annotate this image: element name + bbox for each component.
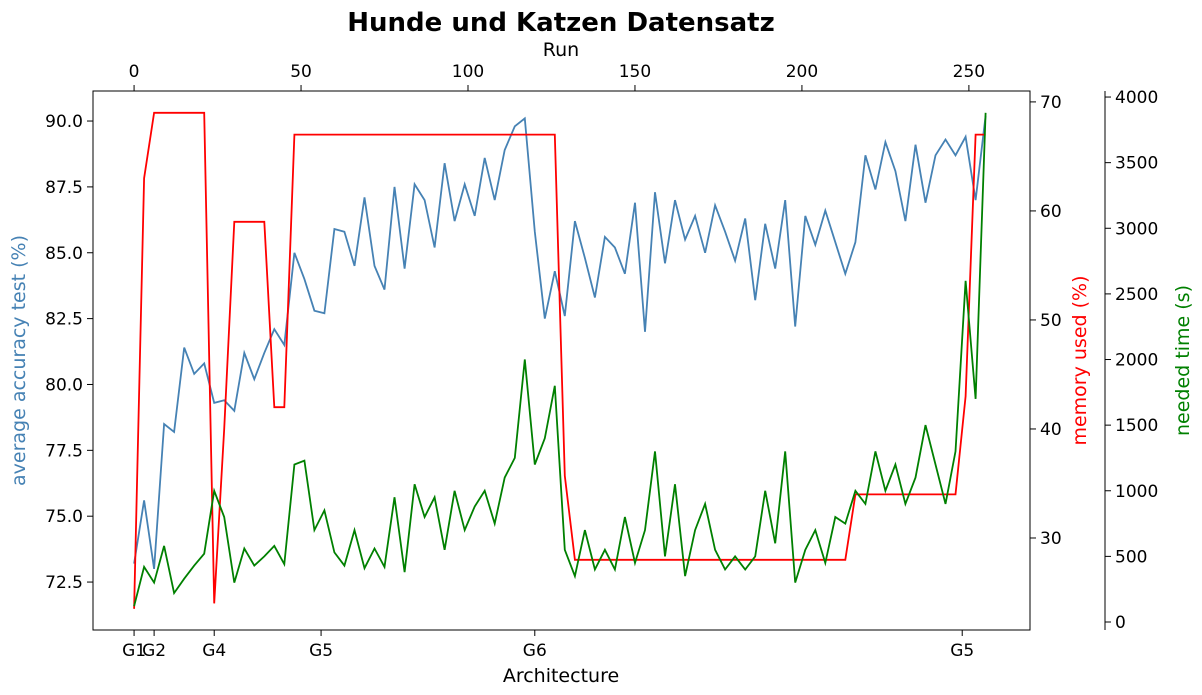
y3-tick-label: 0 (1115, 613, 1126, 633)
x-tick-label: G5 (950, 641, 974, 661)
y-tick-label: 80.0 (45, 375, 83, 395)
y-tick-label: 82.5 (45, 310, 83, 330)
y3-tick-label: 2000 (1115, 351, 1158, 371)
y3-label: needed time (s) (1172, 285, 1194, 436)
y3-tick-label: 4000 (1115, 88, 1158, 108)
series-line (133, 111, 986, 609)
y3-tick-label: 2500 (1115, 285, 1158, 305)
series-line (133, 112, 987, 607)
y3-tick-label: 500 (1115, 547, 1147, 567)
y3-tick-label: 1500 (1115, 416, 1158, 436)
y2-tick-label: 70 (1040, 93, 1062, 113)
y-tick-label: 77.5 (45, 441, 83, 461)
x2-tick-label: 50 (290, 62, 312, 82)
x-tick-label: G1 (122, 641, 146, 661)
plot-frame (92, 90, 1031, 631)
y-tick-label: 85.0 (45, 244, 83, 264)
y3-tick-label: 1000 (1115, 482, 1158, 502)
x-label: Architecture (503, 665, 619, 687)
series-line (133, 115, 987, 570)
x-tick-label: G2 (142, 641, 166, 661)
x2-label: Run (543, 39, 579, 61)
x2-tick-label: 250 (953, 62, 985, 82)
x2-tick-label: 150 (619, 62, 651, 82)
x-tick-label: G6 (523, 641, 547, 661)
y-tick-label: 72.5 (45, 573, 83, 593)
x2-tick-label: 100 (452, 62, 484, 82)
y-tick-label: 87.5 (45, 178, 83, 198)
y2-label: memory used (%) (1069, 275, 1091, 445)
x2-tick-label: 200 (786, 62, 818, 82)
y2-tick-label: 40 (1040, 420, 1062, 440)
y2-tick-label: 50 (1040, 311, 1062, 331)
x-tick-label: G5 (309, 641, 333, 661)
y3-tick-label: 3500 (1115, 154, 1158, 174)
y-label: average accuracy test (%) (8, 235, 30, 486)
x-tick-label: G4 (202, 641, 226, 661)
chart-title: Hunde und Katzen Datensatz (347, 8, 775, 38)
y2-tick-label: 30 (1040, 529, 1062, 549)
x2-tick-label: 0 (129, 62, 140, 82)
y-tick-label: 90.0 (45, 112, 83, 132)
y2-tick-label: 60 (1040, 202, 1062, 222)
y-tick-label: 75.0 (45, 507, 83, 527)
y3-tick-label: 3000 (1115, 219, 1158, 239)
